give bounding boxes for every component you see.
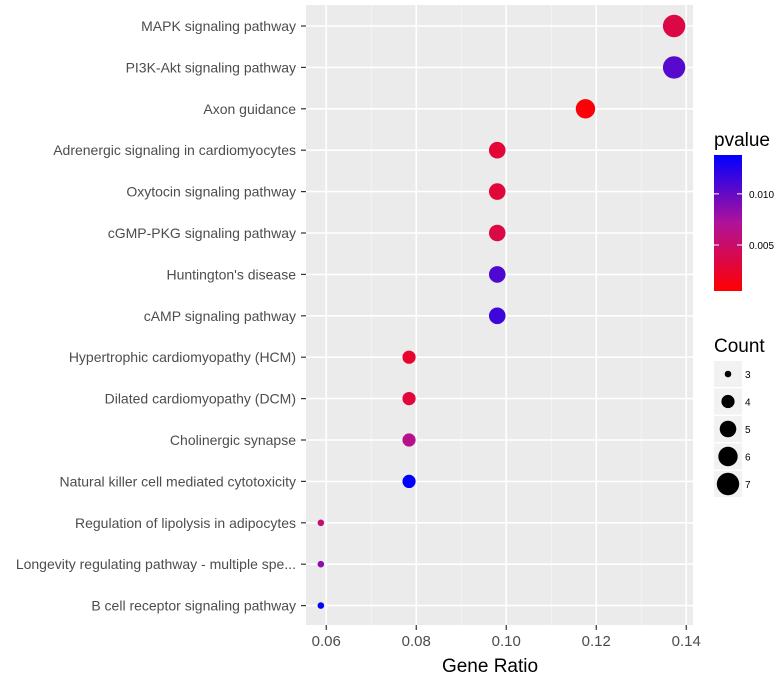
y-tick-label: Oxytocin signaling pathway: [126, 184, 296, 200]
size-legend-point: [721, 394, 735, 409]
y-tick-label: MAPK signaling pathway: [141, 18, 296, 34]
data-point: [402, 433, 416, 447]
data-point: [488, 307, 506, 325]
size-legend-label: 3: [745, 370, 751, 381]
y-tick-label: cAMP signaling pathway: [144, 308, 296, 324]
y-tick-label: Axon guidance: [203, 101, 296, 117]
size-legend-label: 5: [745, 425, 751, 436]
y-tick-label: Hypertrophic cardiomyopathy (HCM): [69, 349, 296, 365]
y-tick-label: Regulation of lipolysis in adipocytes: [75, 515, 296, 531]
data-point: [402, 350, 416, 364]
x-tick-label: 0.14: [672, 633, 701, 650]
y-tick-label: cGMP-PKG signaling pathway: [108, 225, 296, 241]
size-legend-point: [724, 370, 732, 378]
data-point: [488, 224, 506, 242]
color-legend-tick-label: 0.010: [749, 190, 774, 201]
data-point: [402, 474, 416, 488]
y-tick-label: B cell receptor signaling pathway: [91, 598, 296, 614]
size-legend-label: 4: [745, 398, 751, 409]
data-point: [662, 14, 686, 38]
y-tick-label: Dilated cardiomyopathy (DCM): [105, 391, 296, 407]
size-legend: Count 3 4 5 6 7: [714, 336, 765, 497]
size-legend-point: [719, 420, 737, 438]
y-tick-label: Cholinergic synapse: [170, 432, 296, 448]
y-tick-label: Adrenergic signaling in cardiomyocytes: [53, 142, 296, 158]
data-points: [317, 14, 686, 609]
x-tick-label: 0.10: [492, 633, 521, 650]
x-tick-label: 0.06: [312, 633, 341, 650]
size-legend-point: [718, 446, 738, 467]
y-tick-label: PI3K-Akt signaling pathway: [126, 59, 296, 75]
data-point: [575, 99, 596, 119]
y-tick-label: Huntington's disease: [166, 266, 296, 282]
x-axis-title: Gene Ratio: [442, 656, 538, 677]
data-point: [402, 392, 416, 406]
data-point: [662, 56, 686, 79]
y-axis: MAPK signaling pathway PI3K-Akt signaling…: [16, 18, 306, 614]
size-legend-label: 6: [745, 453, 751, 464]
data-point: [488, 141, 506, 159]
x-axis: 0.06 0.08 0.10 0.12 0.14: [312, 625, 701, 650]
y-tick-label: Longevity regulating pathway - multiple …: [16, 556, 296, 572]
color-legend-bar: [714, 155, 742, 291]
color-legend-title: pvalue: [714, 130, 770, 151]
y-tick-label: Natural killer cell mediated cytotoxicit…: [59, 473, 296, 489]
data-point: [317, 602, 325, 609]
color-legend-tick-label: 0.005: [749, 241, 774, 252]
x-tick-label: 0.12: [582, 633, 611, 650]
x-tick-label: 0.08: [402, 633, 431, 650]
size-legend-point: [716, 472, 740, 496]
color-legend: pvalue 0.005 0.010: [714, 130, 774, 291]
data-point: [488, 183, 506, 200]
size-legend-title: Count: [714, 336, 765, 357]
size-legend-label: 7: [745, 480, 751, 491]
data-point: [317, 560, 325, 568]
data-point: [317, 519, 325, 527]
data-point: [488, 266, 506, 283]
